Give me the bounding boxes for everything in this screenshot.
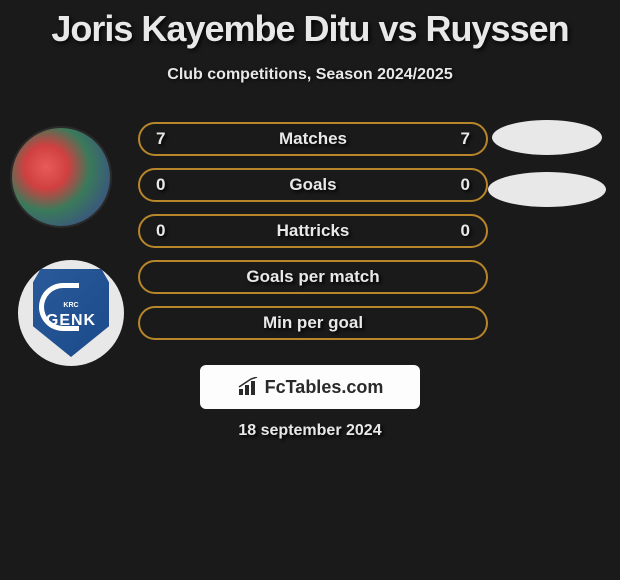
stat-label: Min per goal: [263, 313, 363, 333]
stat-label: Goals per match: [246, 267, 379, 287]
generated-date: 18 september 2024: [0, 422, 620, 440]
stat-left-value: 7: [156, 129, 165, 149]
brand-chart-icon: [237, 377, 261, 397]
brand-text: FcTables.com: [265, 377, 384, 398]
stat-row-matches: 7 Matches 7: [138, 122, 488, 156]
blank-area: [0, 460, 620, 580]
stat-label: Hattricks: [277, 221, 350, 241]
stat-right-value: 7: [461, 129, 470, 149]
page-title: Joris Kayembe Ditu vs Ruyssen: [0, 0, 620, 50]
stat-row-goals-per-match: Goals per match: [138, 260, 488, 294]
club-shield: KRC GENK: [33, 269, 109, 357]
brand-pill[interactable]: FcTables.com: [200, 365, 420, 409]
club-letter-g: [39, 283, 79, 331]
stat-right-value: 0: [461, 221, 470, 241]
stat-left-value: 0: [156, 175, 165, 195]
player-left-avatar: [10, 126, 112, 228]
page-subtitle: Club competitions, Season 2024/2025: [0, 66, 620, 84]
stat-left-value: 0: [156, 221, 165, 241]
stat-label: Matches: [279, 129, 347, 149]
stat-row-min-per-goal: Min per goal: [138, 306, 488, 340]
player-right-avatar-top: [492, 120, 602, 155]
stat-row-hattricks: 0 Hattricks 0: [138, 214, 488, 248]
stat-row-goals: 0 Goals 0: [138, 168, 488, 202]
stat-right-value: 0: [461, 175, 470, 195]
stat-label: Goals: [289, 175, 336, 195]
club-badge: KRC GENK: [18, 260, 124, 366]
player-right-avatar-bottom: [488, 172, 606, 207]
